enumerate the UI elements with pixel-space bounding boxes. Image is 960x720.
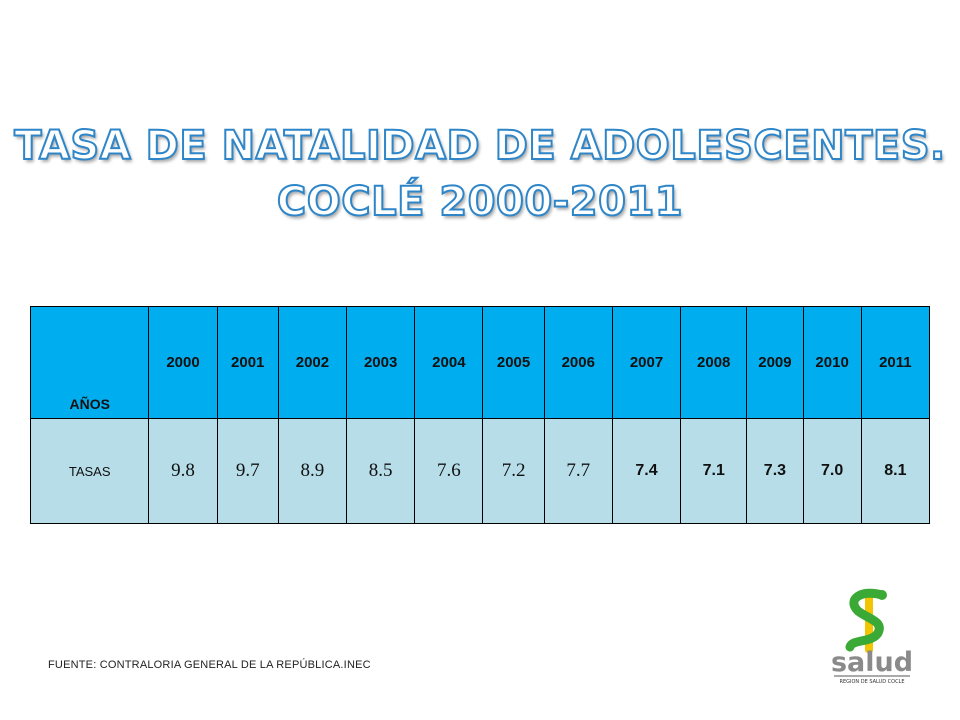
year-cell: 2000 xyxy=(148,306,218,419)
rate-cell: 7.0 xyxy=(802,418,862,524)
year-cell: 2011 xyxy=(860,306,931,419)
rate-cell: 7.1 xyxy=(680,418,748,524)
logo-serpent-head xyxy=(877,590,887,600)
rate-cell: 8.1 xyxy=(860,418,931,524)
rate-cell: 7.6 xyxy=(414,418,484,524)
years-row: AÑOS 2000 2001 2002 2003 2004 2005 2006 … xyxy=(29,306,931,419)
year-cell: 2008 xyxy=(680,306,748,419)
rate-cell: 8.9 xyxy=(277,418,348,524)
year-cell: 2004 xyxy=(414,306,484,419)
rates-row-label: TASAS xyxy=(29,418,150,524)
title-line-2: COCLÉ 2000-2011 xyxy=(276,178,684,226)
rates-row: TASAS 9.8 9.7 8.9 8.5 7.6 7.2 7.7 7.4 7.… xyxy=(29,418,931,524)
year-cell: 2006 xyxy=(543,306,613,419)
rate-cell: 9.8 xyxy=(148,418,218,524)
salud-logo: salud REGION DE SALUD COCLE xyxy=(831,588,913,685)
source-note: FUENTE: CONTRALORIA GENERAL DE LA REPÚBL… xyxy=(48,659,371,671)
year-cell: 2005 xyxy=(482,306,545,419)
rate-cell: 9.7 xyxy=(216,418,279,524)
year-cell: 2007 xyxy=(611,306,682,419)
year-cell: 2001 xyxy=(216,306,279,419)
year-cell: 2009 xyxy=(746,306,804,419)
logo-wordmark: salud xyxy=(831,647,913,678)
years-row-label: AÑOS xyxy=(29,306,150,419)
rate-cell: 7.3 xyxy=(746,418,804,524)
rate-cell: 7.7 xyxy=(543,418,613,524)
logo-serpent xyxy=(845,588,887,652)
rate-cell: 7.2 xyxy=(482,418,545,524)
logo-subtext: REGION DE SALUD COCLE xyxy=(839,679,904,685)
title-line-1: TASA DE NATALIDAD DE ADOLESCENTES. xyxy=(13,122,946,170)
rate-cell: 8.5 xyxy=(346,418,416,524)
year-cell: 2010 xyxy=(802,306,862,419)
year-cell: 2002 xyxy=(277,306,348,419)
rates-table: AÑOS 2000 2001 2002 2003 2004 2005 2006 … xyxy=(29,306,931,524)
rate-cell: 7.4 xyxy=(611,418,682,524)
page-title: TASA DE NATALIDAD DE ADOLESCENTES. COCLÉ… xyxy=(0,118,960,230)
year-cell: 2003 xyxy=(346,306,416,419)
